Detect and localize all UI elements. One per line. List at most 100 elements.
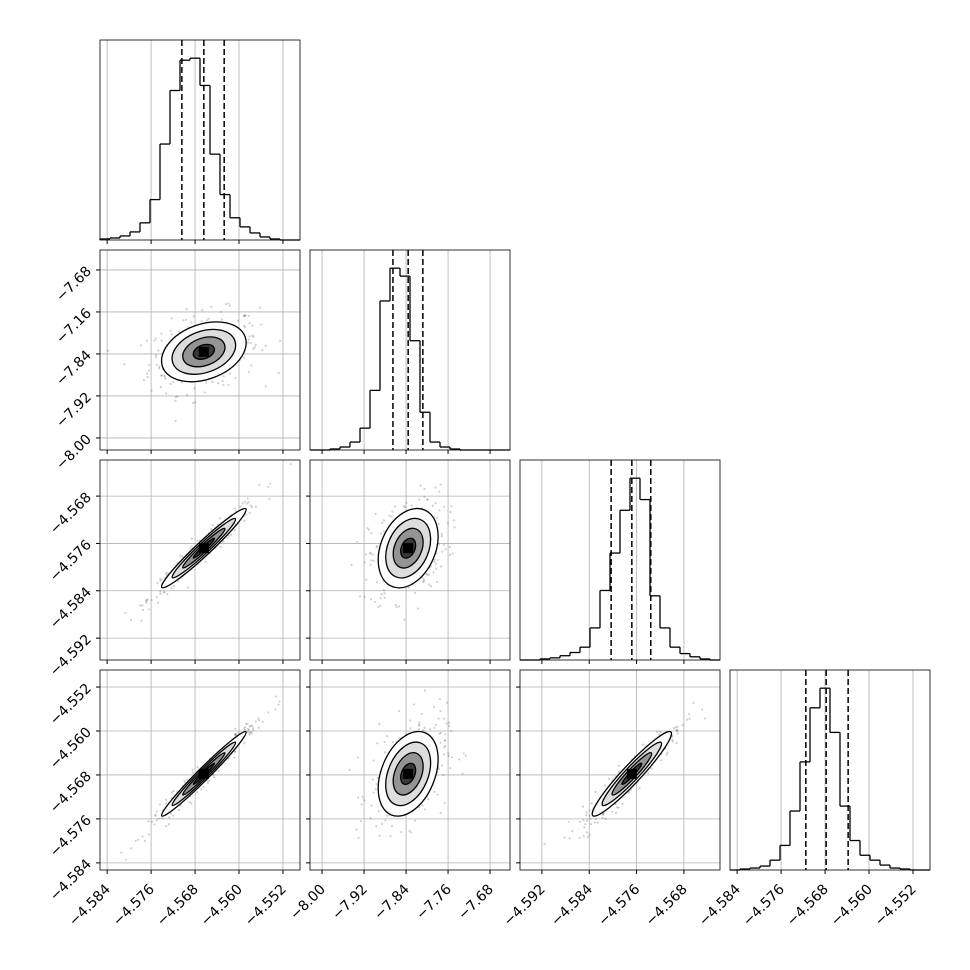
sample-point (383, 596, 386, 599)
sample-point (185, 308, 188, 311)
sample-point (397, 709, 401, 713)
sample-point (428, 728, 432, 731)
sample-point (274, 708, 277, 711)
sample-point (380, 593, 383, 596)
sample-point (359, 819, 362, 823)
x-tick-label: −4.568 (154, 882, 202, 930)
sample-point (185, 318, 188, 321)
sample-point (439, 709, 442, 713)
sample-point (431, 504, 435, 507)
sample-point (437, 522, 440, 526)
x-tick-label: −4.552 (242, 882, 290, 930)
sample-point (543, 843, 546, 846)
sample-point (242, 324, 246, 327)
sample-point (248, 511, 251, 514)
sample-point (372, 791, 375, 794)
sample-point (172, 814, 175, 817)
sample-point (211, 523, 214, 527)
sample-point (674, 726, 677, 729)
sample-point (445, 722, 448, 725)
sample-point (242, 314, 246, 317)
sample-point (675, 742, 678, 745)
sample-point (191, 771, 194, 774)
sample-point (233, 528, 236, 531)
sample-point (439, 811, 442, 815)
sample-point (140, 619, 143, 622)
x-tick-label: −4.584 (696, 881, 744, 929)
sample-point (165, 825, 168, 828)
sample-point (279, 339, 282, 342)
sample-point (462, 752, 465, 755)
sample-point (250, 364, 253, 367)
sample-point (390, 825, 394, 828)
sample-point (671, 738, 674, 742)
density-peak (403, 768, 414, 779)
sample-point (155, 810, 158, 813)
sample-point (604, 817, 607, 820)
sample-point (383, 751, 387, 754)
y-tick-label: −4.568 (47, 490, 95, 538)
sample-point (203, 391, 206, 394)
sample-point (210, 305, 213, 309)
sample-point (224, 303, 228, 306)
sample-point (274, 695, 278, 698)
sample-point (176, 395, 179, 398)
sample-point (247, 314, 250, 317)
sample-point (227, 534, 231, 537)
sample-point (617, 806, 620, 809)
sample-point (151, 820, 154, 823)
sample-point (427, 798, 430, 801)
sample-point (423, 808, 427, 811)
sample-point (154, 814, 157, 817)
sample-point (444, 548, 447, 551)
sample-point (422, 729, 425, 732)
sample-point (437, 543, 441, 546)
sample-point (421, 804, 424, 807)
sample-point (687, 712, 691, 716)
sample-point (252, 728, 255, 731)
sample-point (672, 727, 676, 730)
sample-point (144, 600, 148, 603)
sample-point (447, 754, 450, 758)
sample-point (594, 821, 597, 824)
sample-point (595, 817, 598, 821)
sample-point (585, 813, 588, 816)
sample-point (226, 537, 229, 540)
sample-point (410, 504, 413, 507)
sample-point (260, 323, 263, 326)
sample-point (578, 820, 582, 823)
sample-point (254, 720, 257, 723)
sample-point (433, 558, 436, 561)
density-peak (198, 346, 209, 357)
sample-point (155, 363, 158, 366)
panel-frame (519, 459, 721, 661)
sample-point (155, 819, 158, 822)
sample-point (442, 753, 446, 756)
sample-point (190, 537, 193, 540)
sample-point (179, 804, 182, 807)
sample-point (383, 740, 386, 744)
sample-point (190, 802, 193, 805)
sample-point (433, 560, 436, 563)
panel-frame (309, 669, 511, 871)
sample-point (590, 802, 593, 805)
sample-point (159, 590, 162, 593)
sample-point (243, 326, 247, 329)
sample-point (210, 528, 213, 531)
sample-point (170, 790, 173, 794)
sample-point (586, 835, 590, 839)
sample-point (200, 788, 203, 791)
sample-point (545, 872, 547, 874)
sample-point (369, 816, 372, 820)
sample-point (378, 722, 381, 725)
panel-frame (99, 39, 301, 241)
sample-point (451, 755, 454, 759)
sample-point (181, 555, 184, 558)
sample-point (239, 505, 242, 508)
sample-point (146, 598, 149, 601)
sample-point (217, 381, 220, 385)
sample-point (589, 817, 592, 820)
sample-point (213, 776, 216, 779)
